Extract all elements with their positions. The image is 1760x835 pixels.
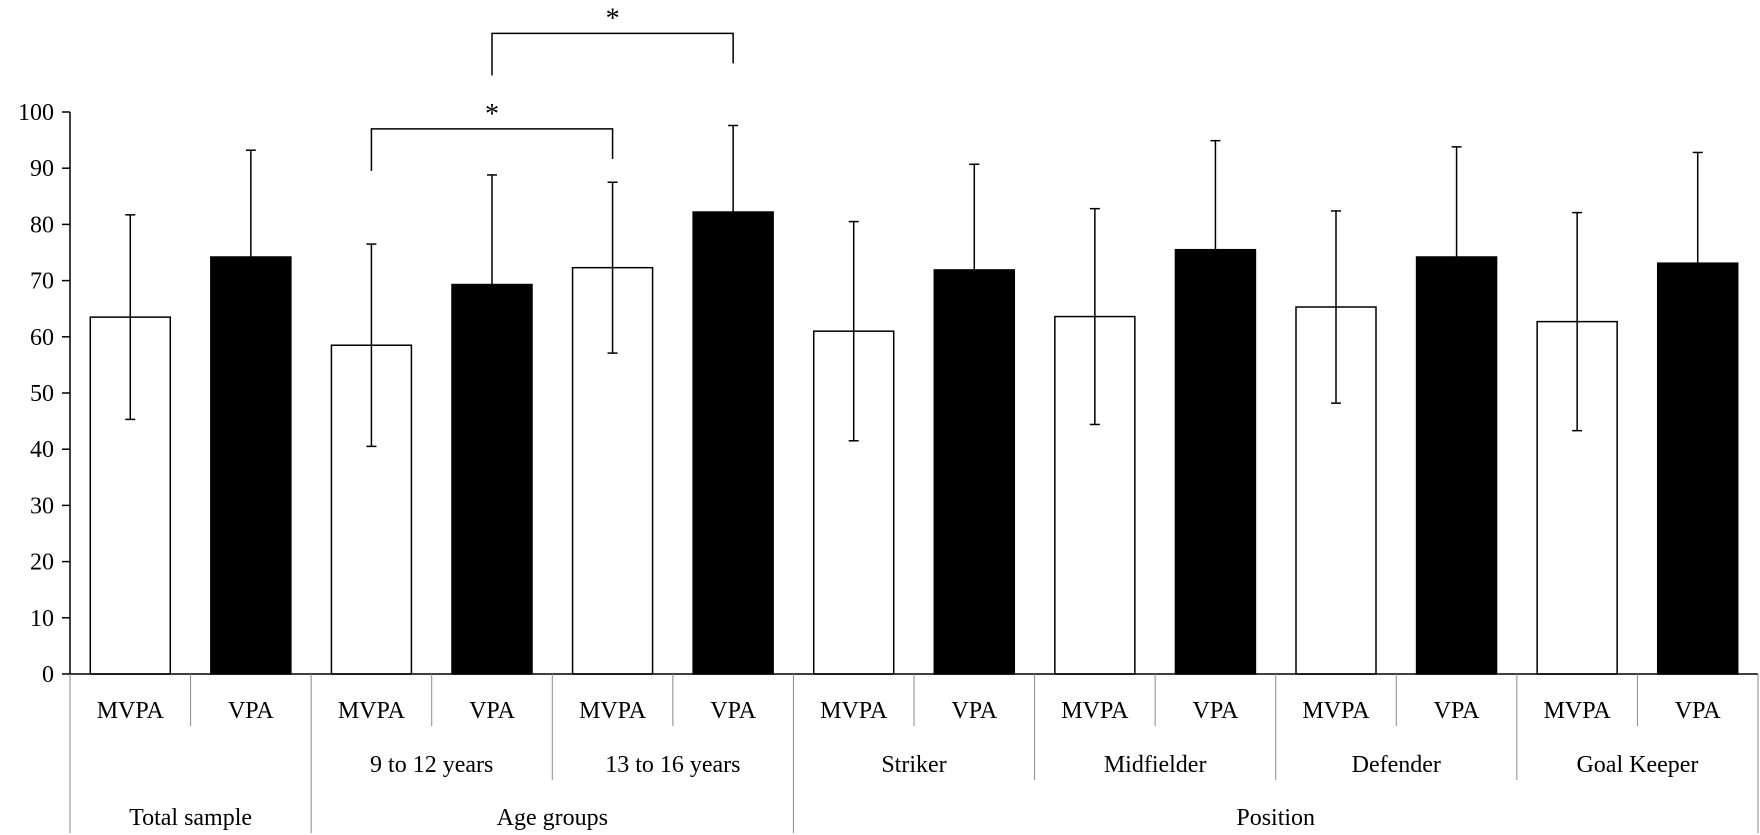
subgroup-label: 13 to 16 years (605, 752, 740, 778)
significance-star: * (606, 3, 620, 34)
bar-category-label: MVPA (1061, 698, 1129, 724)
y-tick-label: 70 (30, 269, 54, 295)
bar-category-label: MVPA (579, 698, 647, 724)
y-tick-label: 0 (42, 662, 54, 688)
y-tick-label: 10 (30, 606, 54, 632)
bars (89, 211, 1739, 675)
bar-category-label: VPA (1675, 698, 1721, 724)
subgroup-label: Striker (881, 752, 946, 778)
significance-bracket (491, 32, 734, 76)
y-tick-label: 100 (18, 100, 54, 126)
y-axis: 0 10 20 30 40 50 60 70 80 90 100 (18, 100, 71, 688)
group-label: Total sample (129, 805, 252, 831)
group-label: Age groups (497, 805, 608, 831)
y-tick-label: 80 (30, 212, 54, 238)
y-tick-label: 40 (30, 437, 54, 463)
bar-category-label: MVPA (97, 698, 165, 724)
bar-category-label: VPA (951, 698, 997, 724)
significance-bracket (370, 128, 614, 171)
group-label: Position (1236, 805, 1315, 831)
bar-category-label: MVPA (1302, 698, 1370, 724)
bar-category-label: MVPA (820, 698, 888, 724)
bar-category-label: MVPA (1544, 698, 1612, 724)
subgroup-label: Defender (1352, 752, 1441, 778)
y-tick-label: 60 (30, 325, 54, 351)
error-bars (125, 124, 1703, 448)
y-tick-label: 50 (30, 381, 54, 407)
bar-category-label: VPA (469, 698, 515, 724)
bar-category-label: VPA (1193, 698, 1239, 724)
bar-category-label: VPA (710, 698, 756, 724)
bar-category-label: MVPA (338, 698, 406, 724)
subgroup-label: 9 to 12 years (370, 752, 493, 778)
subgroup-label: Goal Keeper (1576, 752, 1698, 778)
y-tick-label: 90 (30, 156, 54, 182)
x-axis: MVPA VPA MVPA VPA MVPA VPA MVPA VPA MVPA VPA MVPA V… (69, 673, 1759, 833)
y-tick-label: 20 (30, 550, 54, 576)
subgroup-label: Midfielder (1104, 752, 1207, 778)
significance-annotations: ** (370, 3, 734, 171)
y-tick-label: 30 (30, 493, 54, 519)
bar-category-label: VPA (228, 698, 274, 724)
significance-star: * (485, 99, 499, 130)
bar-category-label: VPA (1434, 698, 1480, 724)
